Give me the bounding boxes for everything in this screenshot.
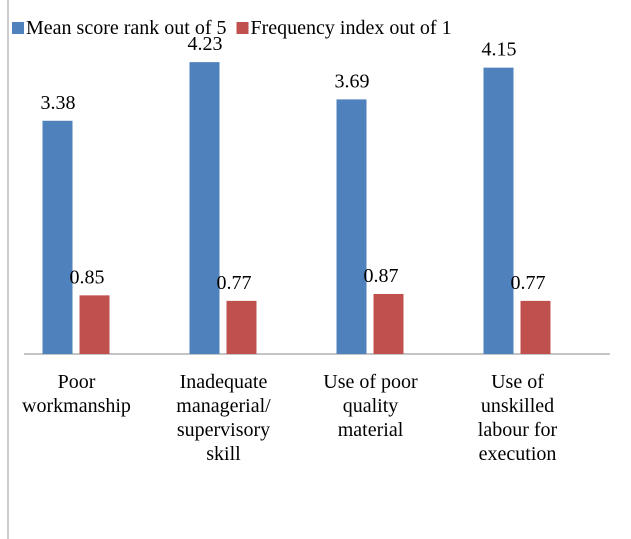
bar — [189, 62, 220, 354]
bar — [226, 300, 257, 354]
x-tick-label: Poor workmanship — [22, 371, 131, 417]
bar — [520, 300, 551, 354]
data-label: 0.87 — [364, 265, 399, 287]
legend-label: Mean score rank out of 5 — [26, 17, 227, 39]
data-label: 0.85 — [70, 266, 105, 288]
legend-swatch — [236, 22, 249, 34]
data-label: 4.23 — [188, 33, 223, 55]
data-label: 0.77 — [217, 272, 252, 294]
legend-swatch — [12, 22, 24, 34]
x-tick-label: Use of unskilled labour for execution — [477, 371, 558, 465]
x-tick-label: Use of poor quality material — [323, 371, 418, 441]
data-label: 4.15 — [482, 39, 517, 61]
legend-label: Frequency index out of 1 — [251, 17, 452, 39]
data-label: 3.38 — [41, 92, 76, 114]
bar — [42, 120, 73, 354]
data-label: 0.77 — [511, 272, 546, 294]
x-tick-label: Inadequate managerial/ supervisory skill — [176, 371, 271, 465]
bar — [483, 67, 514, 355]
bar — [373, 293, 404, 354]
data-label: 3.69 — [335, 70, 370, 92]
bar — [79, 295, 110, 354]
bar — [336, 99, 367, 354]
